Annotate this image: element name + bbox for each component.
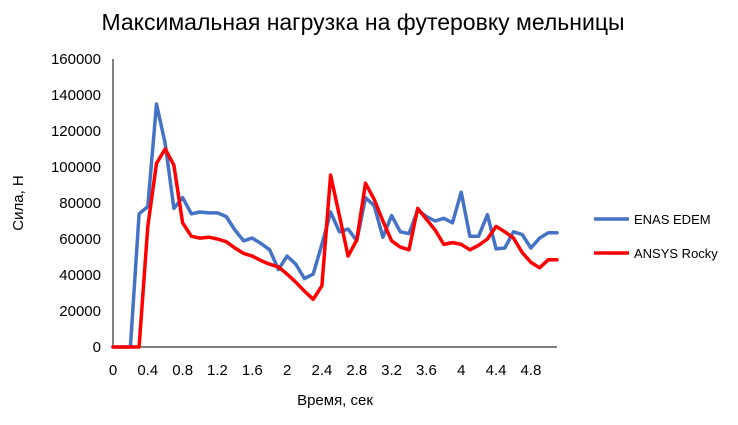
- series-line-enas-edem: [111, 102, 559, 349]
- y-tick-label: 40000: [59, 267, 101, 284]
- y-tick-label: 20000: [59, 303, 101, 320]
- x-tick-label: 0: [109, 362, 117, 379]
- y-axis-label: Сила, Н: [10, 175, 27, 230]
- x-tick-label: 3.6: [416, 362, 437, 379]
- legend-label-enas-edem: ENAS EDEM: [634, 212, 711, 227]
- x-tick-label: 2: [283, 362, 291, 379]
- x-tick-label: 4.8: [520, 362, 541, 379]
- y-tick-label: 80000: [59, 195, 101, 212]
- x-tick-label: 2.8: [346, 362, 367, 379]
- y-tick-label: 120000: [51, 123, 101, 140]
- x-tick-label: 1.6: [242, 362, 263, 379]
- chart-title: Максимальная нагрузка на футеровку мельн…: [101, 9, 624, 35]
- y-tick-labels: 0 20000 40000 60000 80000 100000 120000 140000 1…: [51, 51, 101, 356]
- y-tick-label: 140000: [51, 87, 101, 104]
- y-tick-label: 160000: [51, 51, 101, 68]
- y-tick-label: 0: [93, 339, 101, 356]
- axes: [112, 59, 557, 348]
- x-tick-labels: 0 0.4 0.8 1.2 1.6 2 2.4 2.8 3.2 3.6 4 4.4 4.8: [109, 362, 541, 379]
- series-lines: [111, 102, 559, 349]
- y-tick-label: 60000: [59, 231, 101, 248]
- x-tick-label: 2.4: [312, 362, 333, 379]
- legend-label-ansys-rocky: ANSYS Rocky: [634, 246, 718, 261]
- y-tick-label: 100000: [51, 159, 101, 176]
- series-line-ansys-rocky: [111, 147, 559, 349]
- x-tick-label: 0.8: [172, 362, 193, 379]
- x-axis-label: Время, сек: [297, 392, 373, 409]
- x-tick-label: 1.2: [207, 362, 228, 379]
- x-tick-label: 0.4: [137, 362, 158, 379]
- x-tick-label: 3.2: [381, 362, 402, 379]
- legend: ENAS EDEM ANSYS Rocky: [594, 212, 718, 261]
- x-tick-label: 4: [457, 362, 465, 379]
- x-tick-label: 4.4: [486, 362, 507, 379]
